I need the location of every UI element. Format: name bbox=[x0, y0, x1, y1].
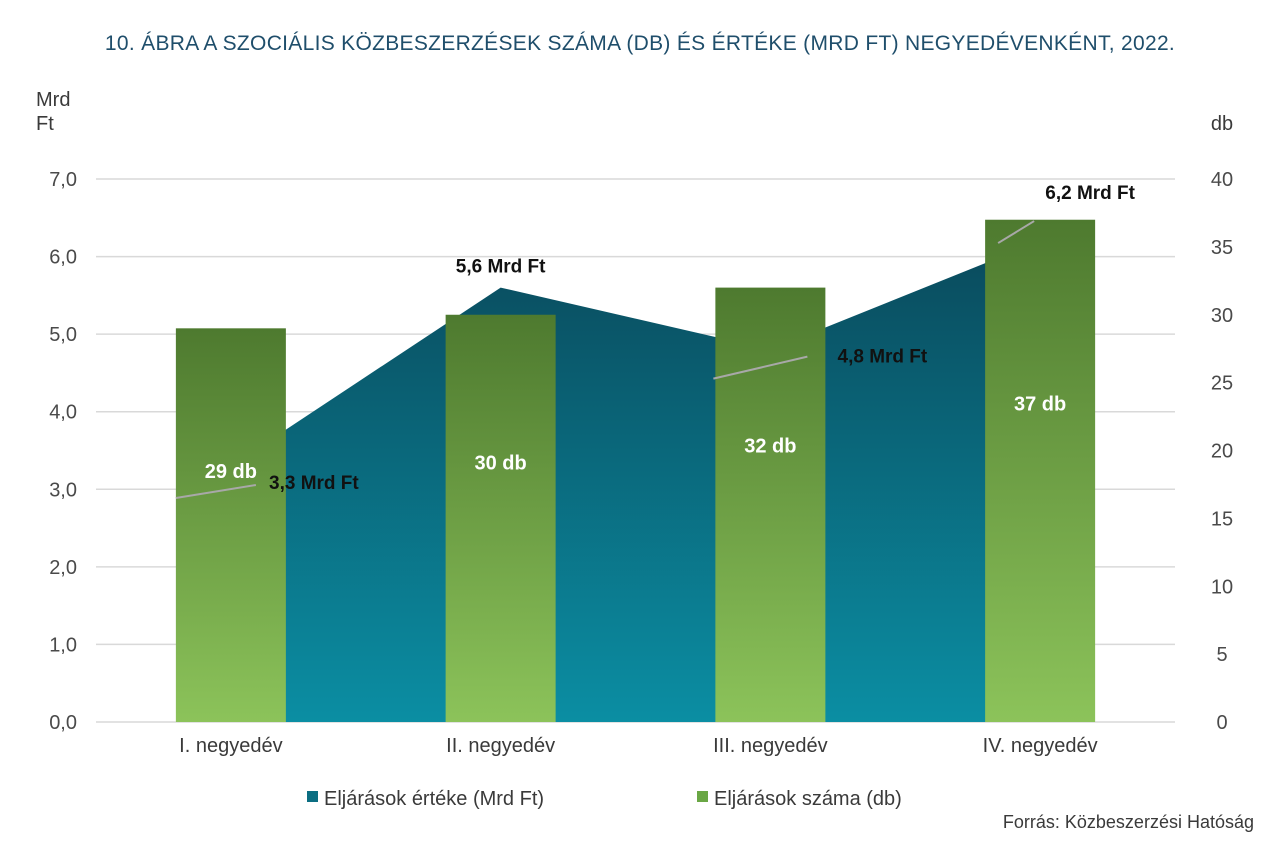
value-data-label: 3,3 Mrd Ft bbox=[269, 473, 359, 494]
count-bar bbox=[715, 287, 826, 722]
value-area bbox=[230, 241, 1041, 723]
count-bar bbox=[445, 314, 556, 722]
right-tick-label: 30 bbox=[1211, 305, 1233, 327]
count-bar-label: 29 db bbox=[205, 461, 257, 483]
value-leader-line bbox=[997, 220, 1035, 244]
left-tick-label: 6,0 bbox=[49, 247, 77, 269]
count-bar bbox=[175, 328, 286, 722]
right-tick-label: 0 bbox=[1216, 712, 1227, 734]
left-tick-label: 0,0 bbox=[49, 712, 77, 734]
category-label: III. negyedév bbox=[713, 735, 828, 757]
value-leader-line bbox=[175, 484, 257, 500]
right-tick-label: 20 bbox=[1211, 441, 1233, 463]
count-bar-label: 37 db bbox=[1014, 394, 1066, 416]
legend: Eljárások értéke (Mrd Ft) Eljárások szám… bbox=[307, 788, 902, 810]
count-bar bbox=[985, 219, 1096, 722]
right-tick-label: 5 bbox=[1216, 644, 1227, 666]
category-label: IV. negyedév bbox=[983, 735, 1098, 757]
count-bar-series bbox=[175, 219, 1096, 722]
left-axis-unit-line2: Ft bbox=[36, 113, 54, 135]
legend-label-count: Eljárások száma (db) bbox=[714, 788, 902, 810]
chart-title: 10. ÁBRA A SZOCIÁLIS KÖZBESZERZÉSEK SZÁM… bbox=[105, 32, 1175, 55]
left-tick-label: 1,0 bbox=[49, 634, 77, 656]
data-labels: 29 db 30 db 32 db 37 db 3,3 Mrd Ft 5,6 Mrd Ft… bbox=[205, 183, 1136, 494]
right-axis-ticks: 0 5 10 15 20 25 30 35 40 bbox=[1211, 169, 1233, 734]
left-tick-label: 5,0 bbox=[49, 324, 77, 346]
category-label: I. negyedév bbox=[179, 735, 282, 757]
left-tick-label: 3,0 bbox=[49, 479, 77, 501]
legend-label-value: Eljárások értéke (Mrd Ft) bbox=[324, 788, 544, 810]
value-leader-lines bbox=[175, 220, 1035, 500]
left-tick-label: 4,0 bbox=[49, 402, 77, 424]
right-axis-unit: db bbox=[1211, 113, 1233, 135]
legend-swatch-value bbox=[307, 791, 318, 802]
right-tick-label: 15 bbox=[1211, 508, 1233, 530]
left-tick-label: 2,0 bbox=[49, 557, 77, 579]
left-tick-label: 7,0 bbox=[49, 169, 77, 191]
value-data-label: 6,2 Mrd Ft bbox=[1045, 183, 1135, 204]
left-axis-ticks: 0,0 1,0 2,0 3,0 4,0 5,0 6,0 7,0 bbox=[49, 169, 77, 734]
count-bar-label: 32 db bbox=[744, 436, 796, 458]
count-bar-label: 30 db bbox=[475, 453, 527, 475]
value-data-label: 5,6 Mrd Ft bbox=[456, 257, 546, 278]
right-tick-label: 40 bbox=[1211, 169, 1233, 191]
legend-swatch-count bbox=[697, 791, 708, 802]
category-labels: I. negyedév II. negyedév III. negyedév IV. … bbox=[179, 735, 1097, 757]
source-note: Forrás: Közbeszerzési Hatóság bbox=[1003, 812, 1254, 832]
right-tick-label: 10 bbox=[1211, 576, 1233, 598]
right-tick-label: 25 bbox=[1211, 373, 1233, 395]
category-label: II. negyedév bbox=[446, 735, 555, 757]
value-area-series bbox=[230, 241, 1041, 723]
right-tick-label: 35 bbox=[1211, 237, 1233, 259]
value-data-label: 4,8 Mrd Ft bbox=[838, 347, 928, 368]
value-leader-line bbox=[713, 355, 808, 380]
left-axis-unit-line1: Mrd bbox=[36, 89, 70, 111]
